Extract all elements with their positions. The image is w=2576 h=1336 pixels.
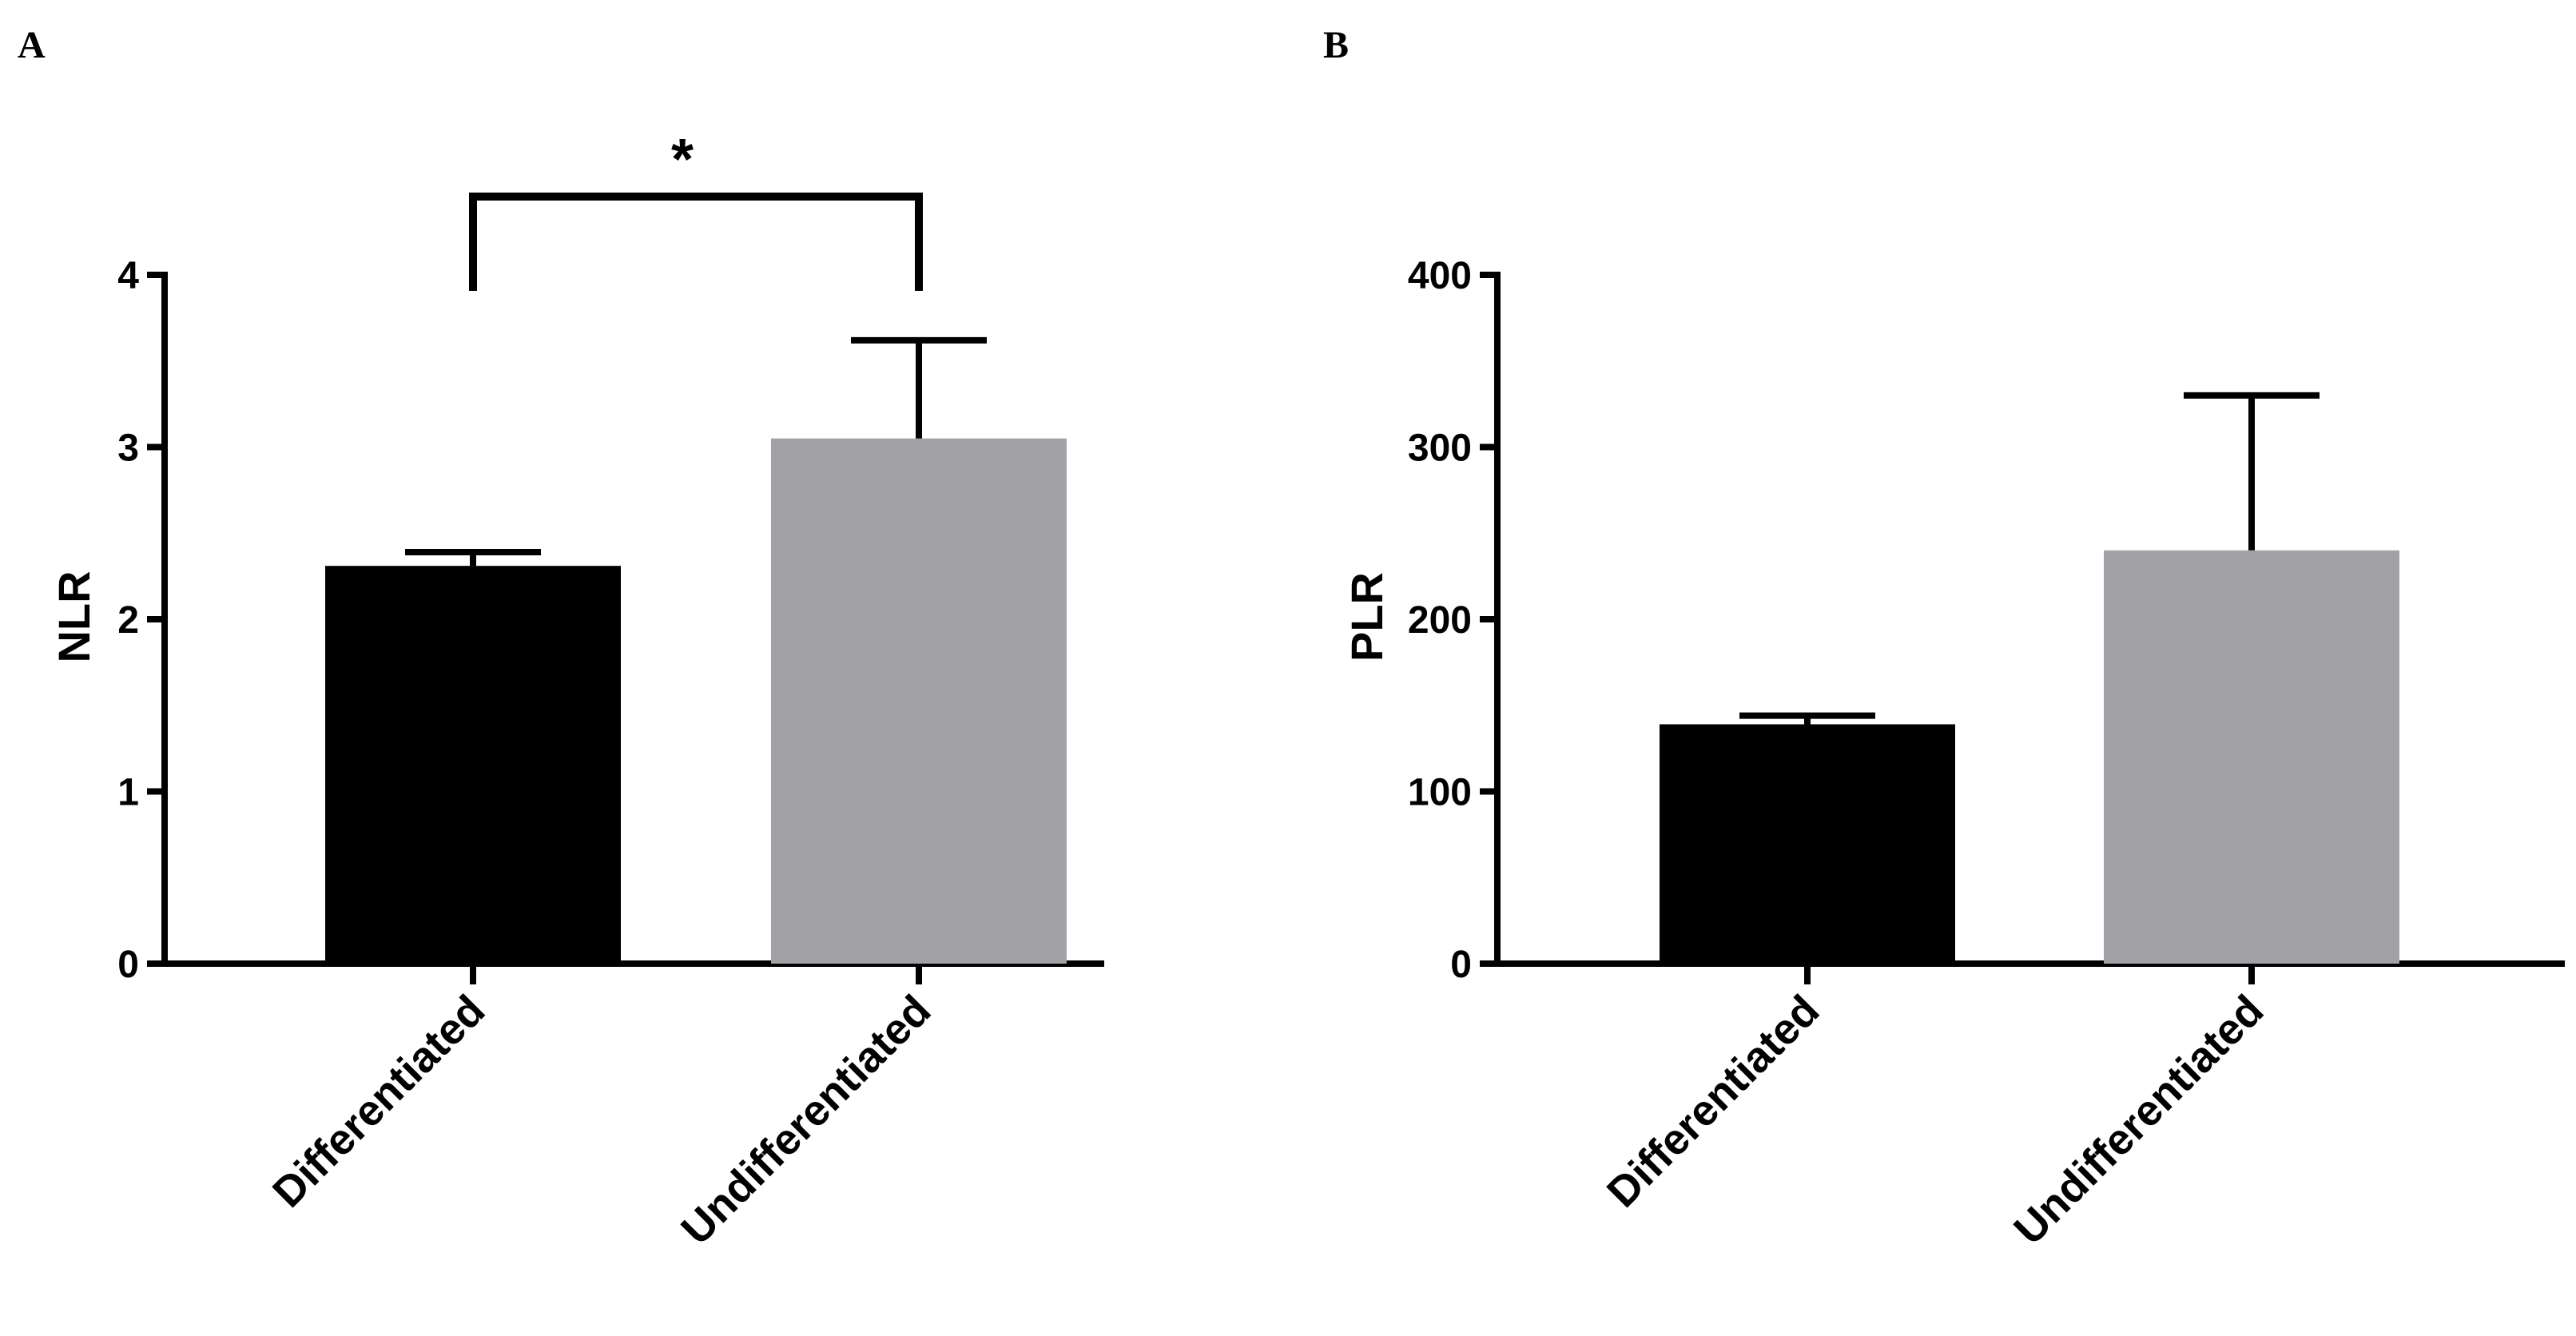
x-tick-label-undifferentiated: Undifferentiated — [2005, 986, 2272, 1254]
y-tick-label: 0 — [1450, 944, 1472, 986]
bar-differentiated — [1660, 724, 1955, 964]
x-tick-label-differentiated: Differentiated — [264, 986, 495, 1217]
y-axis-title-plr: PLR — [1342, 572, 1392, 662]
panel-letter-b: B — [1323, 24, 1349, 66]
panel-letter-a: A — [18, 24, 46, 66]
y-tick-label: 2 — [117, 599, 139, 642]
panel-b: B PLR 0 100 200 300 400 Differentiated Undiffe… — [1323, 24, 2565, 1254]
y-tick-label: 0 — [117, 944, 139, 986]
bar-undifferentiated — [771, 438, 1067, 964]
bars-b — [1660, 392, 2399, 964]
panel-a: A NLR 0 1 2 3 4 Differentiated Undifferentiate… — [18, 24, 1104, 1254]
y-tick-label: 300 — [1408, 427, 1472, 470]
x-tick-label-differentiated: Differentiated — [1598, 986, 1829, 1217]
y-tick-label: 200 — [1408, 599, 1472, 642]
y-tick-label: 1 — [117, 772, 139, 814]
y-tick-label: 400 — [1408, 255, 1472, 297]
bar-undifferentiated — [2104, 550, 2399, 964]
significance-label: * — [671, 128, 694, 192]
bar-differentiated — [325, 566, 621, 964]
y-tick-label: 4 — [117, 255, 139, 297]
bars-a — [325, 336, 1067, 964]
y-tick-label: 3 — [117, 427, 139, 470]
significance-bracket-line — [469, 193, 923, 291]
y-axis-title-nlr: NLR — [49, 571, 99, 662]
x-tick-label-undifferentiated: Undifferentiated — [672, 986, 940, 1254]
y-tick-label: 100 — [1408, 772, 1472, 814]
significance-bracket: * — [469, 128, 923, 291]
